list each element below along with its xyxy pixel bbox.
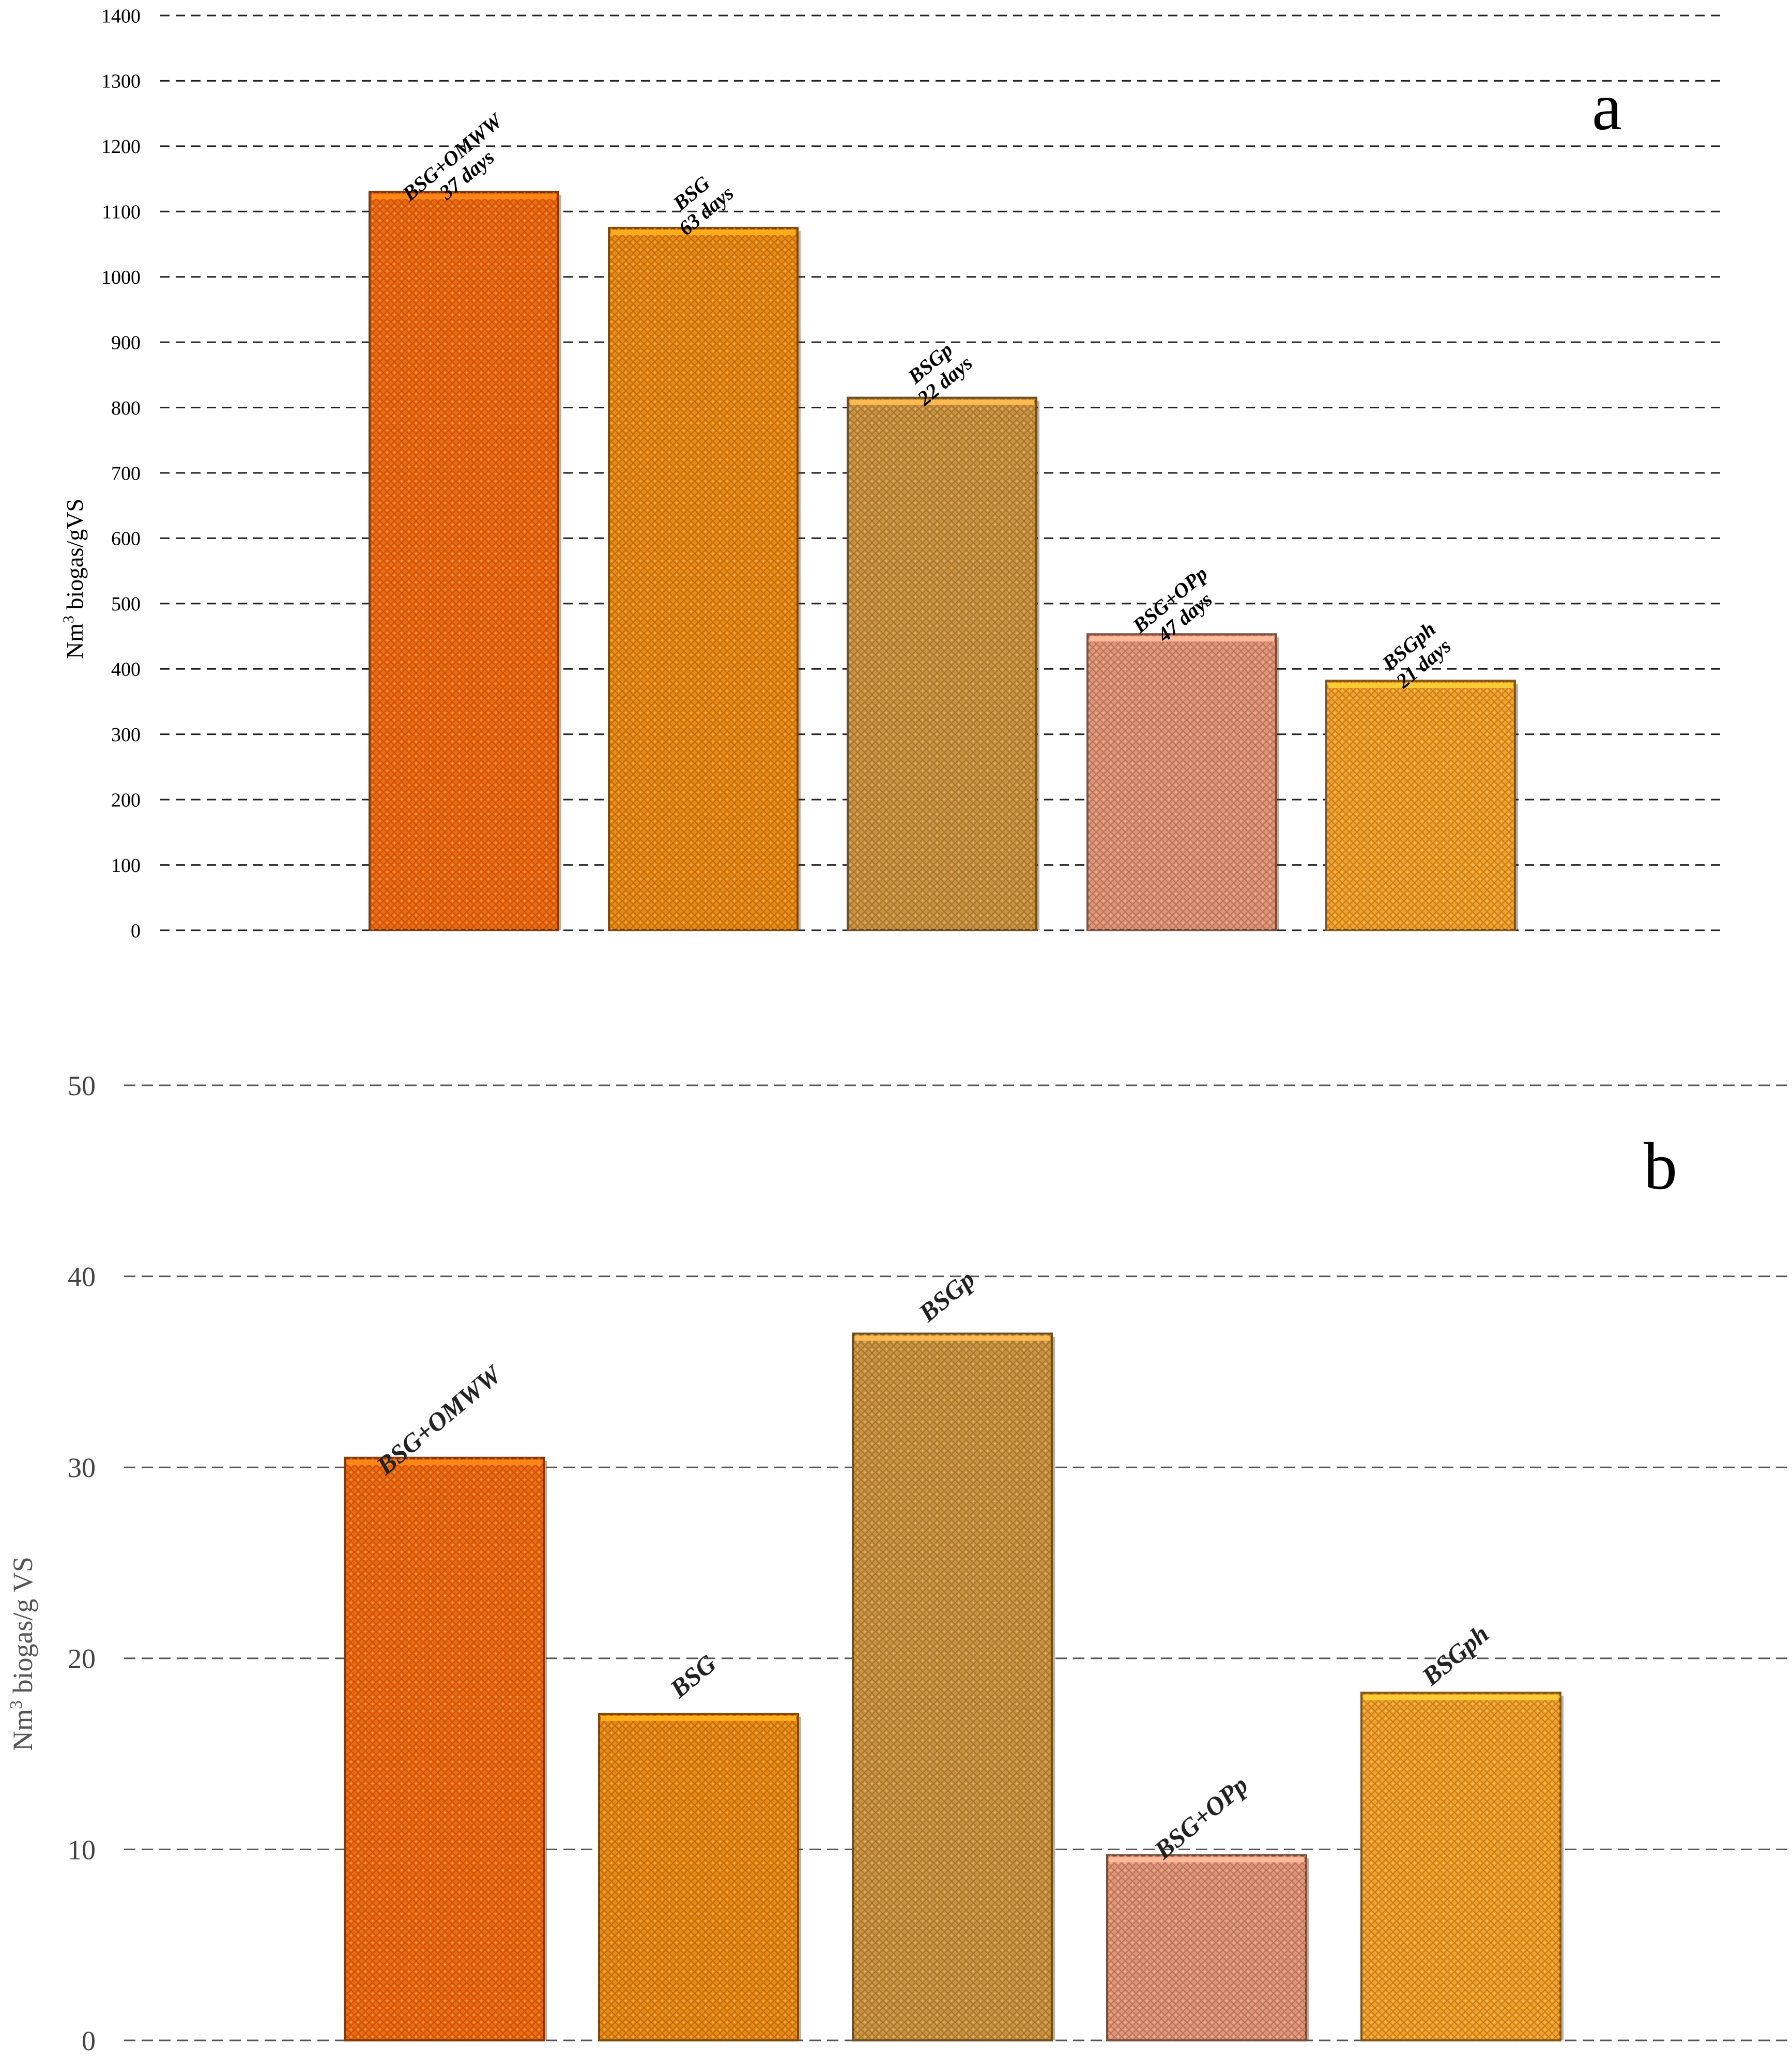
panel-b-y-axis-title: Nm3 biogas/g VS	[7, 1557, 38, 1751]
panel-a-y-tick-label: 800	[111, 397, 141, 419]
panel-a-y-tick-label: 1200	[101, 136, 141, 158]
panel-a-y-tick-label: 700	[111, 463, 141, 484]
panel-a-y-tick-label: 1300	[101, 71, 141, 93]
panel-b-y-tick-label: 20	[68, 1643, 96, 1674]
panel-a-y-tick-label: 1000	[101, 267, 141, 288]
panel-b-bar-label: BSG+OPp	[1148, 1770, 1253, 1865]
panel-b-y-axis-title-rest: biogas/g VS	[7, 1557, 38, 1700]
panel-a-y-tick-label: 100	[111, 855, 141, 877]
panel-b-y-tick-label: 10	[68, 1834, 96, 1865]
panel-a-bar-bsg	[608, 226, 801, 932]
panel-a-bar-bsg-opp	[1086, 633, 1279, 931]
panel-a-y-axis-title-rest: biogas/gVS	[62, 499, 88, 616]
panel-b-letter: b	[1644, 1129, 1677, 1204]
panel-b-y-tick-label: 40	[68, 1262, 96, 1293]
panel-b-bar-label: BSGp	[913, 1265, 980, 1328]
panel-b-y-tick-label: 50	[68, 1070, 96, 1101]
panel-b-y-tick-labels: 0 10 20 30 40 50	[68, 1070, 96, 2056]
panel-a-y-tick-label: 300	[111, 724, 141, 746]
panel-b-y-tick-label: 30	[68, 1452, 96, 1483]
panel-b-bar-bsgph	[1360, 1692, 1564, 2041]
panel-a-y-tick-label: 900	[111, 332, 141, 354]
panel-a-letter: a	[1592, 70, 1622, 144]
panel-b-bar-bsg-omww	[344, 1456, 547, 2041]
panel-b-bar-bsg-opp	[1106, 1854, 1309, 2042]
panel-a-y-tick-label: 500	[111, 593, 141, 615]
panel-a-y-axis-title-main: Nm	[62, 623, 88, 659]
panel-b-y-axis-title-sup: 3	[7, 1700, 26, 1709]
panel-a-y-tick-labels: 0 100 200 300 400 500 600 700 800 900 1000 1100 1200…	[101, 5, 141, 942]
panel-a-y-tick-label: 0	[131, 920, 141, 942]
panel-a-bar-bsgph	[1325, 680, 1518, 931]
panel-a-y-tick-label: 1100	[102, 202, 141, 223]
panel-a-bar-bsgp	[847, 396, 1039, 931]
panel-b-bar-bsgp	[852, 1332, 1055, 2041]
panel-a-bar-bsg-omww	[369, 191, 561, 931]
panel-b-bar-bsg	[598, 1712, 801, 2041]
panel-a-y-tick-label: 400	[111, 659, 141, 681]
panel-b-bar-label: BSGph	[1416, 1619, 1494, 1692]
panel-b-y-tick-label: 0	[82, 2025, 96, 2056]
panel-a-y-axis-title-sup: 3	[60, 616, 77, 623]
panel-a-y-tick-label: 200	[111, 789, 141, 811]
chart-panel-a: 0 100 200 300 400 500 600 700 800 900 1000 1100 1200…	[60, 5, 1721, 942]
panel-a-y-tick-label: 600	[111, 528, 141, 550]
panel-a-bars	[369, 191, 1518, 932]
panel-a-y-tick-label: 1400	[101, 5, 141, 27]
panel-b-bar-label: BSG	[664, 1649, 722, 1703]
panel-b-bars	[344, 1332, 1564, 2042]
panel-b-y-axis-title-main: Nm	[7, 1709, 38, 1751]
panel-a-y-axis-title: Nm3 biogas/gVS	[60, 499, 88, 659]
